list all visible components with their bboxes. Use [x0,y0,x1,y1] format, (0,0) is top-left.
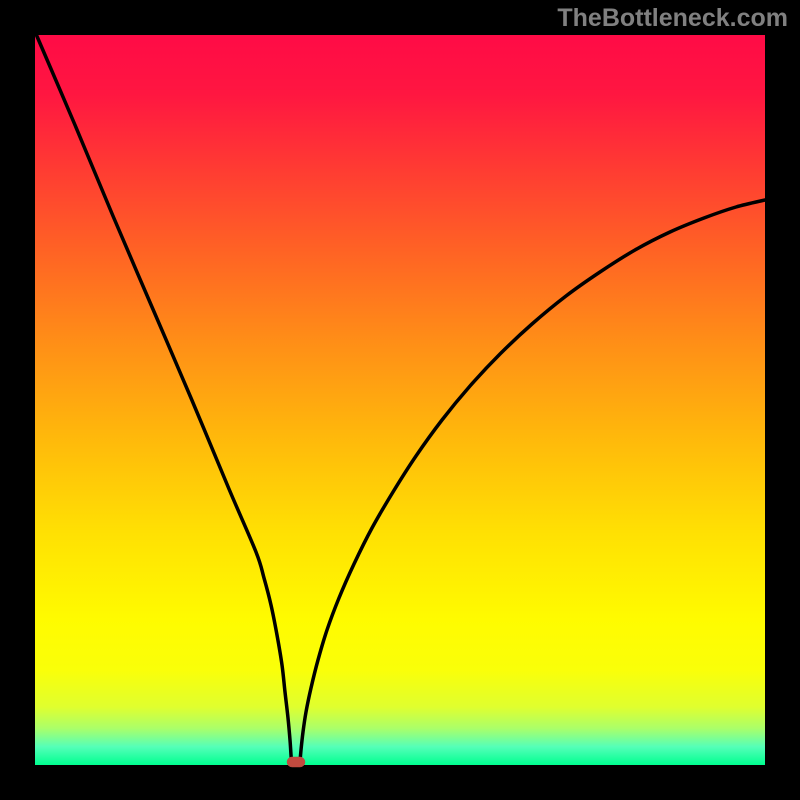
watermark-text: TheBottleneck.com [557,4,788,33]
optimum-marker [287,757,305,767]
gradient-background [35,35,765,765]
chart-container: TheBottleneck.com [0,0,800,800]
bottleneck-chart [0,0,800,800]
